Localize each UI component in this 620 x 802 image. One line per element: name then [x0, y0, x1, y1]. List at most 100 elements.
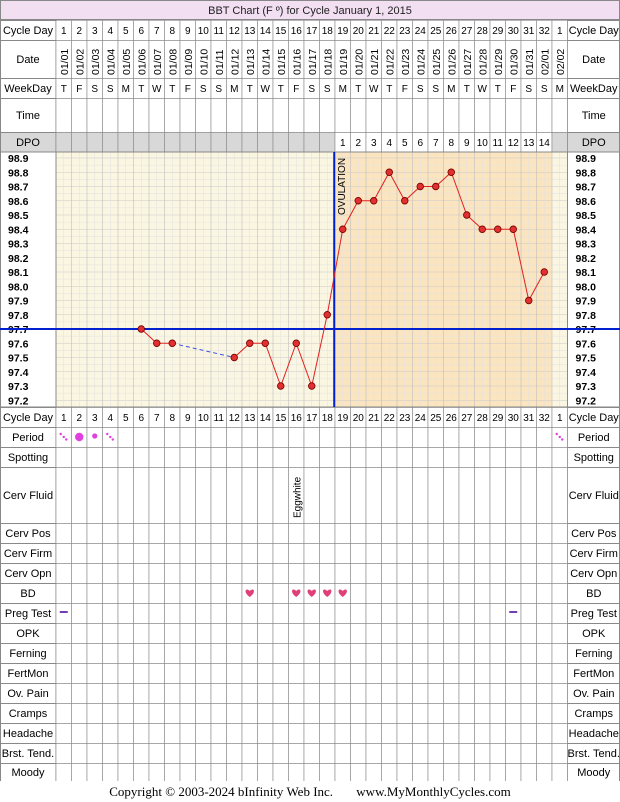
cerv-opn-cell: [412, 563, 429, 584]
ferning-cell: [55, 643, 72, 664]
footer: Copyright © 2003-2024 bInfinity Web Inc.…: [0, 781, 620, 802]
period-spot-dot: [555, 432, 558, 436]
dpo-label: DPO: [16, 137, 40, 149]
spotting-cell: [365, 447, 382, 468]
moody-cell: [412, 763, 429, 782]
time-cell-box: [164, 98, 181, 133]
ferning-cell: [536, 643, 553, 664]
cerv-pos-cell: [241, 523, 258, 544]
cerv-pos-cell: [536, 523, 553, 544]
headache-cell: [381, 723, 398, 744]
time-cell-box: [55, 98, 72, 133]
opk-cell: [241, 623, 258, 644]
cerv-opn-cell: [272, 563, 289, 584]
moody-cell: [303, 763, 320, 782]
moody-label: Moody: [11, 767, 45, 779]
cramps-cell: [86, 703, 103, 724]
temp-point: [230, 353, 238, 362]
date-cell: 01/10: [198, 49, 210, 75]
y-tick-label-right: 98.4: [576, 224, 597, 236]
cerv-opn-cell: [257, 563, 274, 584]
cerv-opn-cell: [474, 563, 491, 584]
ov-pain-cell: [71, 683, 88, 704]
cerv-firm-cell: [505, 543, 522, 564]
weekday-cell: T: [247, 84, 253, 95]
spotting-cell: [288, 447, 305, 468]
cerv-firm-cell: [257, 543, 274, 564]
cerv-pos-cell: [55, 523, 72, 544]
ferning-cell: [365, 643, 382, 664]
ferning-cell: [257, 643, 274, 664]
preg-test-cell: [257, 603, 274, 624]
y-tick-label: 97.8: [8, 310, 29, 322]
temp-line: [528, 271, 545, 301]
temp-point: [540, 268, 548, 276]
cramps-cell: [319, 703, 336, 724]
period-spot-dot: [558, 435, 561, 439]
y-tick-label-right: 98.0: [576, 281, 597, 293]
date-cell: 01/29: [493, 49, 505, 75]
time-cell-box: [303, 98, 320, 133]
preg-test-cell: [505, 603, 522, 624]
cramps-cell: [55, 703, 72, 724]
preg-test-cell: [319, 603, 336, 624]
time-label: Time: [16, 110, 40, 122]
bd-cell: [505, 583, 522, 604]
y-tick-label: 97.5: [8, 353, 29, 365]
date-cell: 01/02: [74, 49, 86, 75]
fertmon-label-right: FertMon: [573, 668, 614, 680]
headache-cell: [427, 723, 444, 744]
cerv-opn-label: Cerv Opn: [4, 568, 51, 580]
cerv-pos-cell: [272, 523, 289, 544]
ov-pain-cell: [412, 683, 429, 704]
y-tick-label: 98.4: [8, 224, 29, 236]
cerv-pos-cell: [210, 523, 227, 544]
ov-pain-cell: [396, 683, 413, 704]
ov-pain-cell: [257, 683, 274, 704]
cerv-firm-cell: [474, 543, 491, 564]
cerv-firm-cell: [241, 543, 258, 564]
time-cell-box: [489, 98, 506, 133]
cerv-pos-cell: [505, 523, 522, 544]
moody-cell: [458, 763, 475, 782]
headache-cell: [443, 723, 460, 744]
bd-cell: [365, 583, 382, 604]
temp-point: [432, 182, 440, 191]
cerv-opn-cell: [55, 563, 72, 584]
cerv-opn-cell: [551, 563, 568, 584]
headache-cell: [102, 723, 119, 744]
cerv-fluid-cell: [489, 467, 506, 524]
period-cell: [319, 427, 336, 448]
period-dot-medium: [92, 433, 98, 439]
opk-cell: [520, 623, 537, 644]
cerv-pos-cell: [117, 523, 134, 544]
headache-cell: [474, 723, 491, 744]
cramps-label-right: Cramps: [574, 708, 613, 720]
site-link[interactable]: www.MyMonthlyCycles.com: [356, 784, 511, 799]
opk-cell: [71, 623, 88, 644]
weekday-cell: T: [169, 84, 175, 95]
moody-cell: [226, 763, 243, 782]
spotting-cell: [210, 447, 227, 468]
spotting-cell: [536, 447, 553, 468]
weekday-cell: S: [107, 84, 114, 95]
bd-cell: [489, 583, 506, 604]
cramps-cell: [164, 703, 181, 724]
spotting-cell: [226, 447, 243, 468]
spotting-cell: [520, 447, 537, 468]
brst-tend-cell: [381, 743, 398, 764]
cerv-firm-cell: [55, 543, 72, 564]
weekday-cell: F: [76, 84, 82, 95]
moody-cell: [489, 763, 506, 782]
dpo-cell: 10: [477, 138, 489, 149]
cerv-opn-cell: [86, 563, 103, 584]
date-cell: 01/06: [136, 49, 148, 75]
cerv-pos-cell: [427, 523, 444, 544]
period-cell: [489, 427, 506, 448]
cerv-fluid-cell: [148, 467, 165, 524]
y-tick-label-right: 97.4: [576, 367, 597, 379]
fertmon-cell: [381, 663, 398, 684]
headache-cell: [117, 723, 134, 744]
ferning-cell: [288, 643, 305, 664]
weekday-cell: F: [293, 84, 299, 95]
